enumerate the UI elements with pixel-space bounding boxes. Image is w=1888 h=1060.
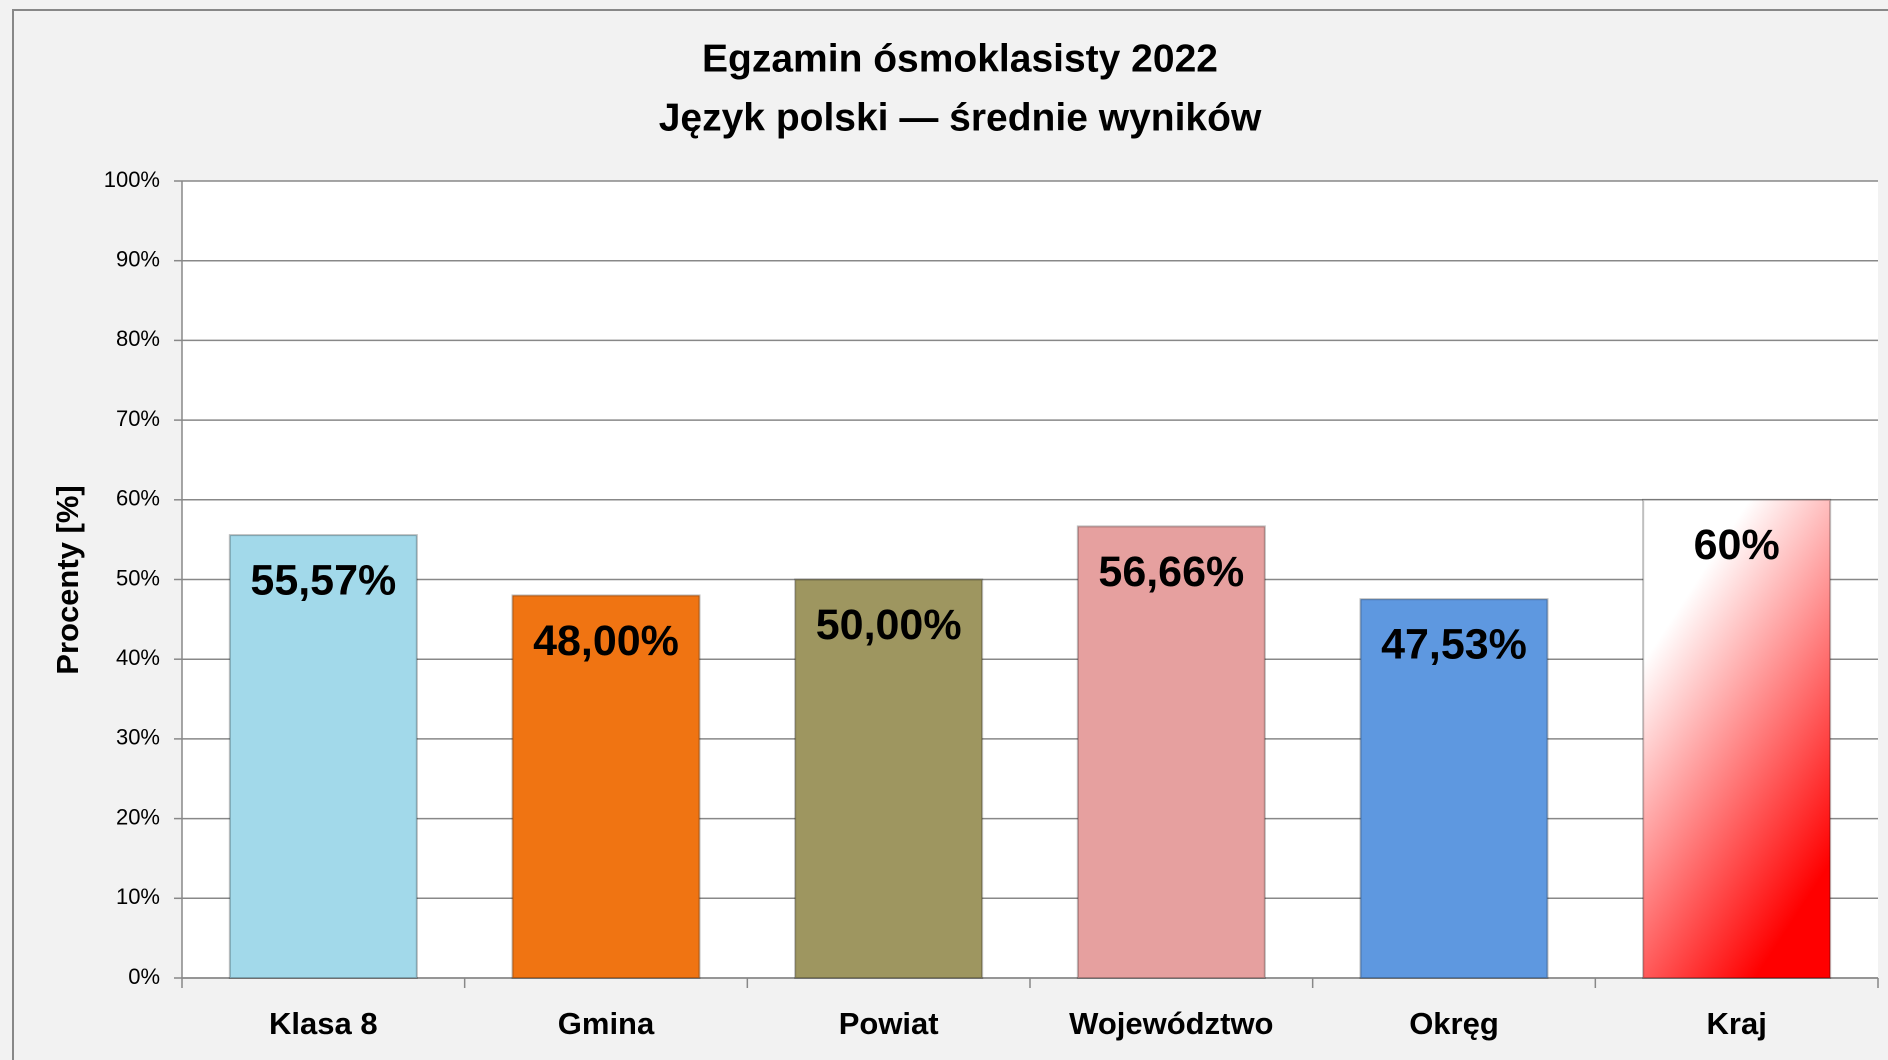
x-tick-label: Gmina: [558, 1006, 655, 1041]
bar: [794, 578, 984, 979]
value-label: 50,00%: [816, 601, 962, 649]
y-tick-label: 60%: [116, 486, 160, 511]
bar: [511, 594, 701, 979]
x-tick-label: Powiat: [839, 1006, 939, 1041]
y-tick-label: 40%: [116, 645, 160, 670]
y-tick-label: 50%: [116, 565, 160, 590]
value-label: 55,57%: [250, 556, 396, 604]
value-label: 47,53%: [1381, 621, 1527, 669]
chart-title: Egzamin ósmoklasisty 2022: [702, 37, 1218, 80]
y-tick-label: 20%: [116, 804, 160, 829]
y-tick-label: 10%: [116, 884, 160, 909]
x-tick-label: Klasa 8: [269, 1006, 378, 1041]
x-tick-label: Kraj: [1707, 1006, 1767, 1041]
x-tick-label: Województwo: [1069, 1006, 1273, 1041]
value-label: 60%: [1694, 521, 1780, 569]
y-tick-label: 70%: [116, 406, 160, 431]
chart-subtitle: Język polski — średnie wyników: [659, 96, 1262, 139]
y-tick-label: 30%: [116, 725, 160, 750]
bar: [1359, 598, 1549, 979]
value-label: 56,66%: [1098, 548, 1244, 596]
y-tick-label: 100%: [104, 167, 160, 192]
chart-border: [12, 9, 1888, 1060]
y-tick-label: 0%: [128, 964, 160, 989]
bar: [1642, 498, 1832, 979]
y-tick-label: 90%: [116, 247, 160, 272]
bar: [1076, 525, 1266, 979]
y-tick-label: 80%: [116, 326, 160, 351]
value-label: 48,00%: [533, 617, 679, 665]
x-tick-label: Okręg: [1409, 1006, 1499, 1041]
y-axis-label: Procenty [%]: [50, 485, 85, 674]
bar: [228, 534, 418, 980]
